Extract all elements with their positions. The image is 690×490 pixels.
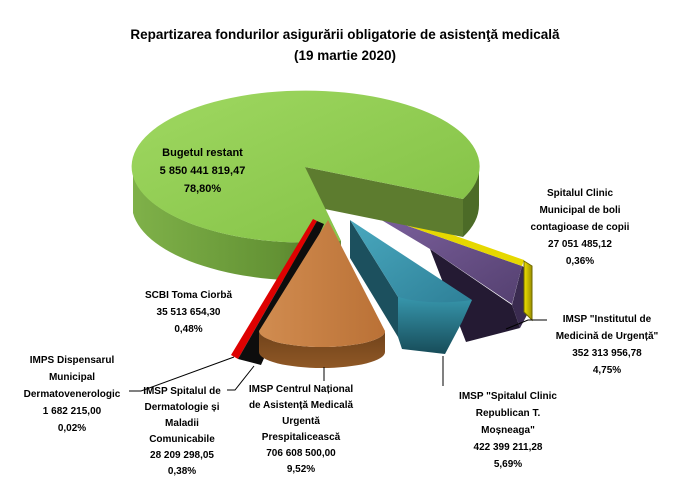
label-line: 4,75% [592, 365, 622, 376]
label-line: 5,69% [493, 459, 523, 470]
label-line: de Asistență Medicală [248, 400, 354, 411]
brown-top-face [259, 220, 385, 347]
label-spitalul-republican: IMSP "Spitalul Clinic Republican T. Moșn… [424, 388, 592, 473]
label-line: 352 313 956,78 [572, 348, 642, 359]
label-bugetul-restant: Bugetul restant 5 850 441 819,47 78,80% [110, 144, 295, 198]
label-line: contagioase de copii [530, 222, 630, 233]
label-line: 1 682 215,00 [42, 406, 102, 417]
chart-title: Repartizarea fondurilor asigurării oblig… [0, 24, 690, 66]
green-rim-right [463, 167, 480, 237]
label-line: 9,52% [286, 464, 316, 475]
label-line: Prespitalicească [261, 432, 341, 443]
label-line: Comunicabile [149, 434, 215, 445]
teal-left-face [350, 220, 398, 337]
leader-institutul [505, 319, 547, 330]
label-line: IMSP "Spitalul Clinic [459, 391, 557, 402]
label-line: 0,02% [57, 423, 87, 434]
leader-lines [129, 319, 547, 392]
label-scbi-toma-ciorba: SCBI Toma Ciorbă 35 513 654,30 0,48% [116, 287, 261, 338]
leader-dispensarul [129, 356, 235, 392]
label-institutul-medicina-urgenta: IMSP "Institutul de Medicină de Urgență"… [528, 311, 686, 379]
label-line: Municipal [48, 372, 96, 383]
label-line: IMSP Centrul Național [248, 384, 354, 395]
label-line: Urgentă [282, 416, 320, 427]
label-line: IMPS Dispensarul [29, 355, 115, 366]
label-line: Spitalul Clinic [546, 188, 614, 199]
label-line: 0,36% [565, 256, 595, 267]
slice-dermatologie [238, 221, 324, 365]
label-spital-boli-contagioase: Spitalul Clinic Municipal de boli contag… [502, 185, 658, 270]
label-line: 28 209 298,05 [150, 450, 214, 461]
label-line: 78,80% [183, 183, 222, 195]
label-line: 0,38% [167, 466, 197, 477]
slice-institutul-front-face [430, 249, 520, 342]
label-line: 422 399 211,28 [473, 442, 543, 453]
leader-dermatologie [227, 365, 255, 391]
label-line: Maladii [165, 418, 199, 429]
label-line: 706 608 500,00 [266, 448, 336, 459]
label-line: Municipal de boli [539, 205, 621, 216]
slice-scbi-toma-ciorba [231, 219, 317, 359]
chart-title-line2: (19 martie 2020) [293, 48, 397, 63]
slice-institutul-top-face [368, 212, 522, 304]
label-line: 5 850 441 819,47 [159, 165, 246, 177]
teal-top-face [350, 220, 472, 303]
slice-spitalul-republican [350, 220, 472, 354]
label-line: Dermatologie și [144, 402, 220, 413]
label-line: Moșneaga" [481, 425, 535, 436]
label-line: IMSP "Institutul de [562, 314, 652, 325]
slice-centrul-national [259, 220, 385, 368]
label-line: Medicină de Urgență" [555, 331, 659, 342]
green-top-face [131, 90, 480, 243]
label-dermatologie: IMSP Spitalul de Dermatologie și Maladii… [118, 384, 246, 480]
chart-title-line1: Repartizarea fondurilor asigurării oblig… [130, 27, 560, 42]
label-line: IMSP Spitalul de [143, 386, 221, 397]
label-line: Dermatovenerologic [23, 389, 121, 400]
label-line: 0,48% [174, 324, 203, 335]
label-line: Bugetul restant [162, 147, 243, 159]
label-centrul-national: IMSP Centrul Național de Asistență Medic… [227, 382, 375, 478]
green-rim [133, 175, 341, 281]
label-line: 35 513 654,30 [156, 307, 221, 318]
brown-side-face [259, 331, 385, 368]
label-line: Republican T. [475, 408, 541, 419]
label-line: SCBI Toma Ciorbă [144, 290, 233, 301]
green-cut-face-right [305, 167, 463, 237]
label-line: 27 051 485,12 [548, 239, 612, 250]
label-dispensarul-dermatovenerologic: IMPS Dispensarul Municipal Dermatovenero… [2, 352, 142, 437]
teal-front-face [398, 297, 472, 354]
